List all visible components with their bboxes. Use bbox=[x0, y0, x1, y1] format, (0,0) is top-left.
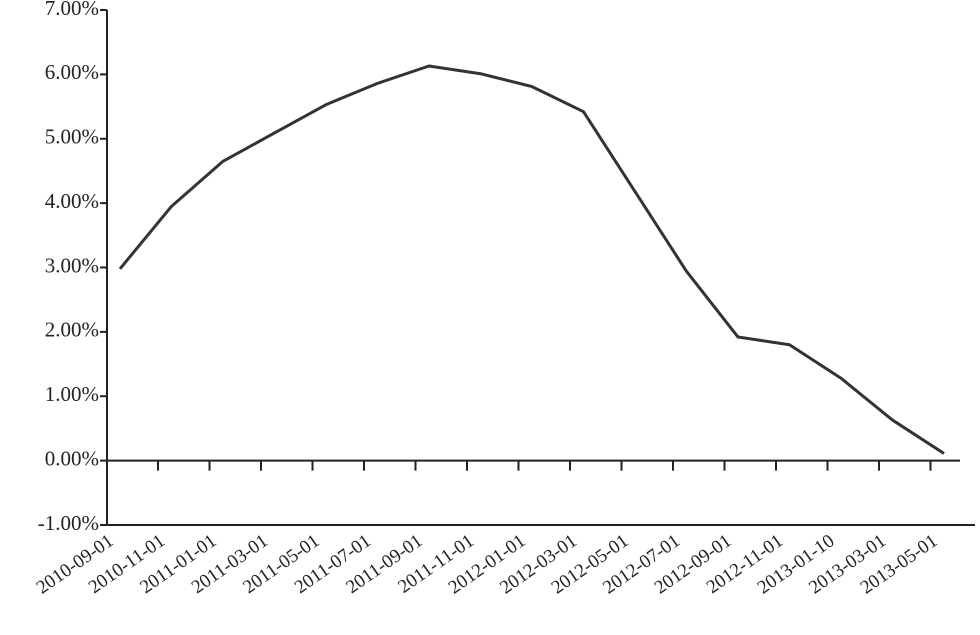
y-tick-label: 0.00% bbox=[45, 446, 99, 470]
y-tick-label: 5.00% bbox=[45, 125, 99, 149]
y-tick-label: 7.00% bbox=[45, 0, 99, 20]
y-tick-label: 3.00% bbox=[45, 253, 99, 277]
y-tick-label: 6.00% bbox=[45, 60, 99, 84]
y-tick-label: 1.00% bbox=[45, 382, 99, 406]
y-tick-label: 2.00% bbox=[45, 318, 99, 342]
y-tick-label: 4.00% bbox=[45, 189, 99, 213]
y-tick-label: -1.00% bbox=[38, 511, 99, 535]
line bbox=[118, 64, 945, 455]
